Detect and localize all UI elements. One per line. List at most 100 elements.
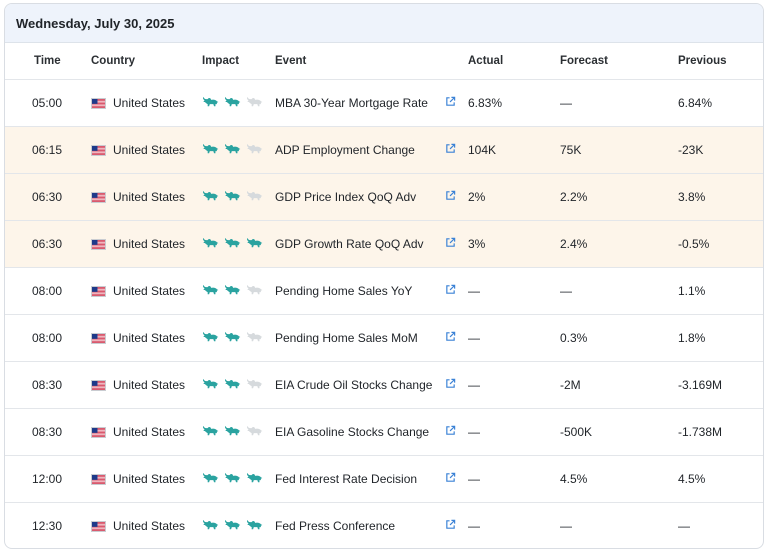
bull-icon bbox=[202, 331, 224, 346]
bull-icon bbox=[246, 472, 268, 487]
us-flag-icon bbox=[91, 332, 113, 344]
table-header: Time Country Impact Event Actual Forecas… bbox=[5, 43, 763, 80]
event-time: 08:30 bbox=[32, 378, 63, 392]
column-actual: Actual bbox=[468, 55, 504, 67]
event-name[interactable]: GDP Price Index QoQ Adv bbox=[275, 190, 417, 204]
event-country: United States bbox=[91, 268, 185, 314]
event-time: 08:00 bbox=[32, 331, 63, 345]
event-previous: 4.5% bbox=[678, 472, 706, 486]
event-name[interactable]: MBA 30-Year Mortgage Rate bbox=[275, 96, 428, 110]
event-name[interactable]: EIA Crude Oil Stocks Change bbox=[275, 378, 433, 392]
impact-rating bbox=[202, 221, 268, 267]
event-time: 05:00 bbox=[32, 96, 63, 110]
event-previous: -0.5% bbox=[678, 237, 710, 251]
column-country: Country bbox=[91, 55, 136, 67]
country-label: United States bbox=[113, 331, 186, 345]
bull-icon bbox=[224, 519, 246, 534]
bull-icon bbox=[202, 378, 224, 393]
table-row[interactable]: 08:30 United States EIA Crude Oil Stocks C… bbox=[5, 362, 763, 409]
event-actual: — bbox=[468, 425, 480, 439]
bull-icon bbox=[246, 190, 268, 205]
event-previous: -1.738M bbox=[678, 425, 723, 439]
event-name[interactable]: Fed Press Conference bbox=[275, 519, 396, 533]
event-actual: — bbox=[468, 284, 480, 298]
event-name[interactable]: Fed Interest Rate Decision bbox=[275, 472, 418, 486]
bull-icon bbox=[246, 237, 268, 252]
bull-icon bbox=[246, 96, 268, 111]
external-link-icon[interactable] bbox=[445, 143, 456, 154]
table-row[interactable]: 08:00 United States Pending Home Sales YoY… bbox=[5, 268, 763, 315]
event-actual: — bbox=[468, 331, 480, 345]
event-list: 05:00 United States MBA 30-Year Mortgage R… bbox=[5, 80, 763, 548]
column-impact: Impact bbox=[202, 55, 240, 67]
table-row[interactable]: 08:30 United States EIA Gasoline Stocks Ch… bbox=[5, 409, 763, 456]
event-country: United States bbox=[91, 174, 185, 220]
country-label: United States bbox=[113, 425, 186, 439]
bull-icon bbox=[224, 96, 246, 111]
us-flag-icon bbox=[91, 238, 113, 250]
event-time: 06:15 bbox=[32, 143, 63, 157]
event-forecast: 2.2% bbox=[560, 190, 588, 204]
event-actual: — bbox=[468, 378, 480, 392]
event-forecast: — bbox=[560, 519, 572, 533]
event-forecast: -500K bbox=[560, 425, 593, 439]
bull-icon bbox=[224, 284, 246, 299]
bull-icon bbox=[202, 190, 224, 205]
country-label: United States bbox=[113, 237, 186, 251]
column-forecast: Forecast bbox=[560, 55, 608, 67]
event-name[interactable]: ADP Employment Change bbox=[275, 143, 415, 157]
event-name[interactable]: GDP Growth Rate QoQ Adv bbox=[275, 237, 424, 251]
impact-rating bbox=[202, 80, 268, 126]
bull-icon bbox=[202, 425, 224, 440]
table-row[interactable]: 12:00 United States Fed Interest Rate Deci… bbox=[5, 456, 763, 503]
event-actual: 3% bbox=[468, 237, 486, 251]
event-forecast: -2M bbox=[560, 378, 581, 392]
bull-icon bbox=[246, 331, 268, 346]
table-row[interactable]: 06:30 United States GDP Price Index QoQ Ad… bbox=[5, 174, 763, 221]
us-flag-icon bbox=[91, 97, 113, 109]
bull-icon bbox=[246, 378, 268, 393]
us-flag-icon bbox=[91, 520, 113, 532]
event-forecast: 2.4% bbox=[560, 237, 588, 251]
external-link-icon[interactable] bbox=[445, 190, 456, 201]
event-previous: -3.169M bbox=[678, 378, 723, 392]
event-time: 12:00 bbox=[32, 472, 63, 486]
bull-icon bbox=[224, 331, 246, 346]
external-link-icon[interactable] bbox=[445, 237, 456, 248]
table-row[interactable]: 05:00 United States MBA 30-Year Mortgage R… bbox=[5, 80, 763, 127]
impact-rating bbox=[202, 409, 268, 455]
economic-calendar: Wednesday, July 30, 2025 Time Country Im… bbox=[4, 3, 764, 549]
column-time: Time bbox=[34, 55, 61, 67]
table-row[interactable]: 12:30 United States Fed Press Conference — —… bbox=[5, 503, 763, 548]
country-label: United States bbox=[113, 519, 186, 533]
bull-icon bbox=[202, 96, 224, 111]
country-label: United States bbox=[113, 143, 186, 157]
bull-icon bbox=[246, 284, 268, 299]
event-previous: 1.1% bbox=[678, 284, 706, 298]
external-link-icon[interactable] bbox=[445, 96, 456, 107]
external-link-icon[interactable] bbox=[445, 331, 456, 342]
external-link-icon[interactable] bbox=[445, 284, 456, 295]
event-name[interactable]: EIA Gasoline Stocks Change bbox=[275, 425, 430, 439]
table-row[interactable]: 06:15 United States ADP Employment Change 1… bbox=[5, 127, 763, 174]
country-label: United States bbox=[113, 472, 186, 486]
table-row[interactable]: 08:00 United States Pending Home Sales MoM… bbox=[5, 315, 763, 362]
bull-icon bbox=[246, 143, 268, 158]
table-row[interactable]: 06:30 United States GDP Growth Rate QoQ Ad… bbox=[5, 221, 763, 268]
event-name[interactable]: Pending Home Sales MoM bbox=[275, 331, 418, 345]
event-name[interactable]: Pending Home Sales YoY bbox=[275, 284, 413, 298]
external-link-icon[interactable] bbox=[445, 472, 456, 483]
date-header: Wednesday, July 30, 2025 bbox=[5, 4, 763, 43]
event-time: 12:30 bbox=[32, 519, 63, 533]
bull-icon bbox=[224, 237, 246, 252]
event-country: United States bbox=[91, 456, 185, 502]
event-country: United States bbox=[91, 362, 185, 408]
bull-icon bbox=[246, 519, 268, 534]
bull-icon bbox=[224, 425, 246, 440]
bull-icon bbox=[202, 284, 224, 299]
external-link-icon[interactable] bbox=[445, 425, 456, 436]
external-link-icon[interactable] bbox=[445, 519, 456, 530]
external-link-icon[interactable] bbox=[445, 378, 456, 389]
event-actual: — bbox=[468, 472, 480, 486]
us-flag-icon bbox=[91, 191, 113, 203]
